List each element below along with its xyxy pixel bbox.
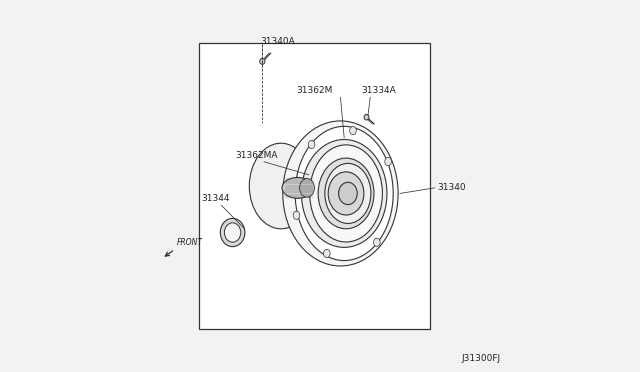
Ellipse shape [300, 179, 314, 197]
Ellipse shape [325, 163, 371, 224]
Ellipse shape [282, 177, 314, 198]
Ellipse shape [364, 114, 369, 120]
Ellipse shape [318, 158, 374, 229]
Ellipse shape [339, 182, 357, 205]
Ellipse shape [283, 121, 398, 266]
Ellipse shape [323, 249, 330, 257]
Text: 31344: 31344 [202, 194, 230, 203]
Text: 31340A: 31340A [260, 38, 294, 46]
Text: FRONT: FRONT [177, 238, 203, 247]
Ellipse shape [301, 140, 387, 247]
Ellipse shape [328, 172, 364, 215]
Ellipse shape [293, 211, 300, 219]
Ellipse shape [260, 58, 265, 64]
Text: 31334A: 31334A [361, 86, 396, 95]
Ellipse shape [225, 223, 241, 242]
Text: 31362MA: 31362MA [236, 151, 278, 160]
Ellipse shape [250, 143, 312, 229]
Text: 31340: 31340 [437, 183, 466, 192]
Bar [199, 43, 429, 329]
Ellipse shape [349, 126, 356, 135]
Ellipse shape [295, 126, 393, 260]
Ellipse shape [385, 157, 392, 166]
Text: 31362M: 31362M [297, 86, 333, 95]
Ellipse shape [220, 218, 245, 247]
Ellipse shape [308, 141, 315, 149]
Ellipse shape [310, 145, 383, 242]
Ellipse shape [374, 238, 380, 246]
Text: J31300FJ: J31300FJ [461, 354, 500, 363]
